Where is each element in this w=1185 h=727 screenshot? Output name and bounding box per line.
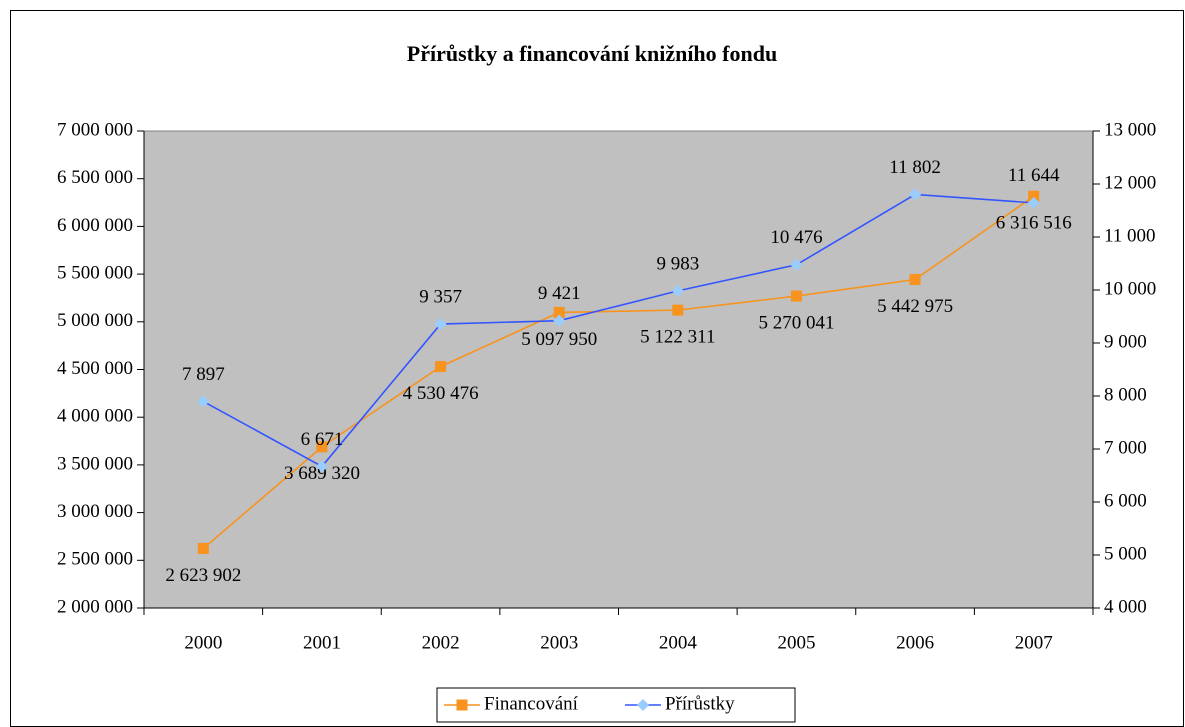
y-tick-label: 4 500 000: [57, 358, 133, 379]
y-tick-label: 6 000 000: [57, 215, 133, 236]
series-line: [202, 193, 1034, 468]
y-tick-label: 7 000 000: [57, 119, 133, 140]
data-label: 4 530 476: [403, 383, 479, 404]
legend: [436, 687, 796, 723]
data-label: 11 644: [1008, 165, 1060, 186]
data-point: [316, 441, 328, 453]
data-point: [553, 314, 566, 327]
data-label: 3 689 320: [284, 463, 360, 484]
series-line: [202, 195, 1035, 550]
x-tick-label: 2007: [1015, 632, 1053, 653]
plot-area: [143, 130, 1094, 609]
data-point: [553, 306, 565, 318]
y-tick-label: 5 000 000: [57, 310, 133, 331]
data-label: 9 357: [419, 286, 462, 307]
data-point: [671, 284, 684, 297]
data-label: 11 802: [889, 157, 941, 178]
y2-tick-label: 9 000: [1104, 331, 1147, 352]
y2-tick-label: 5 000: [1104, 543, 1147, 564]
y-tick-label: 3 000 000: [57, 501, 133, 522]
data-label: 7 897: [182, 364, 225, 385]
data-label: 10 476: [770, 227, 822, 248]
x-tick-label: 2001: [303, 632, 341, 653]
y2-tick-label: 4 000: [1104, 596, 1147, 617]
y2-tick-label: 8 000: [1104, 384, 1147, 405]
x-tick-label: 2006: [896, 632, 934, 653]
y-tick-label: 5 500 000: [57, 262, 133, 283]
y2-tick-label: 6 000: [1104, 490, 1147, 511]
y-tick-label: 2 000 000: [57, 596, 133, 617]
y2-tick-label: 12 000: [1104, 172, 1156, 193]
y2-tick-label: 10 000: [1104, 278, 1156, 299]
data-point: [790, 258, 803, 271]
x-tick-label: 2002: [422, 632, 460, 653]
data-point: [1028, 190, 1040, 202]
x-tick-label: 2004: [659, 632, 698, 653]
x-tick-label: 2003: [540, 632, 578, 653]
y2-tick-label: 7 000: [1104, 437, 1147, 458]
data-label: 6 316 516: [996, 213, 1072, 234]
data-point: [909, 274, 921, 286]
data-point: [1027, 196, 1040, 209]
chart-title: Přírůstky a financování knižního fondu: [407, 41, 777, 66]
x-tick-label: 2005: [777, 632, 815, 653]
data-point: [672, 304, 684, 316]
data-label: 5 097 950: [521, 329, 597, 350]
y-tick-label: 4 000 000: [57, 406, 133, 427]
x-tick-label: 2000: [184, 632, 222, 653]
data-point: [197, 542, 209, 554]
data-point: [434, 318, 447, 331]
y2-tick-label: 11 000: [1104, 225, 1156, 246]
data-point: [197, 395, 210, 408]
legend-marker: [637, 699, 649, 711]
data-point: [315, 460, 328, 473]
data-label: 2 623 902: [165, 565, 241, 586]
y2-tick-label: 13 000: [1104, 119, 1156, 140]
y-tick-label: 3 500 000: [57, 453, 133, 474]
legend-marker: [456, 699, 468, 711]
y-tick-label: 2 500 000: [57, 549, 133, 570]
data-point: [790, 290, 802, 302]
data-label: 5 442 975: [877, 296, 953, 317]
data-label: 6 671: [301, 429, 344, 450]
legend-label: Financování: [484, 693, 579, 714]
y-tick-label: 6 500 000: [57, 167, 133, 188]
data-label: 5 270 041: [758, 312, 834, 333]
legend-label: Přírůstky: [665, 693, 735, 714]
data-point: [435, 361, 447, 373]
data-label: 5 122 311: [640, 326, 715, 347]
data-label: 9 421: [538, 283, 581, 304]
data-label: 9 983: [656, 253, 699, 274]
data-point: [909, 188, 922, 201]
